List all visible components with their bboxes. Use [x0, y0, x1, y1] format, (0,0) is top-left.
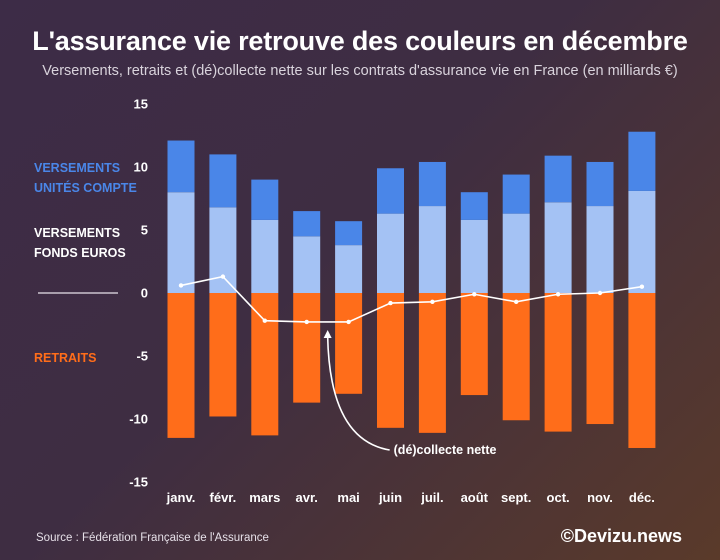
- bar-retraits-0: [167, 293, 195, 438]
- x-tick-label-9: oct.: [547, 490, 570, 505]
- legend-fe-line-1: VERSEMENTS: [34, 226, 121, 240]
- x-tick-label-0: janv.: [166, 490, 196, 505]
- legend-re-line-1: RETRAITS: [34, 351, 97, 365]
- x-tick-label-7: août: [461, 490, 489, 505]
- bar-retraits-9: [544, 293, 572, 432]
- net-point-2: [262, 318, 267, 323]
- bar-retraits-5: [377, 293, 404, 428]
- brand-logo: ©Devizu.news: [560, 526, 682, 546]
- net-point-3: [304, 319, 309, 325]
- chart-title: L'assurance vie retrouve des couleurs en…: [32, 26, 688, 56]
- bar-unites-compte-10: [586, 161, 614, 207]
- bar-retraits-4: [335, 293, 363, 394]
- annotation-arrowhead: [323, 329, 332, 338]
- bar-unites-compte-8: [502, 174, 530, 214]
- bar-fonds-euros-1: [209, 207, 237, 293]
- bar-retraits-11: [628, 293, 656, 448]
- x-tick-label-1: févr.: [210, 490, 237, 505]
- net-point-9: [555, 292, 561, 297]
- bar-fonds-euros-5: [377, 213, 404, 293]
- bar-retraits-10: [586, 293, 614, 425]
- bar-retraits-6: [418, 293, 446, 433]
- legend-versements-fonds-euros: VERSEMENTS FONDS EUROS: [34, 223, 126, 263]
- x-tick-label-2: mars: [249, 490, 280, 505]
- net-point-10: [597, 290, 603, 296]
- y-tick-label-0: 15: [134, 97, 148, 112]
- legend-uc-line-1: VERSEMENTS: [34, 161, 121, 175]
- net-point-7: [472, 292, 477, 297]
- annotation-arrow: [326, 335, 390, 451]
- y-tick-label-5: -10: [129, 412, 148, 427]
- legend-fe-line-2: FONDS EUROS: [34, 246, 126, 260]
- bar-fonds-euros-9: [544, 202, 572, 293]
- net-point-4: [346, 319, 351, 325]
- bar-retraits-8: [502, 293, 530, 421]
- net-point-8: [514, 299, 519, 305]
- bar-unites-compte-11: [628, 131, 656, 191]
- bar-unites-compte-9: [544, 155, 572, 203]
- net-point-5: [388, 300, 393, 306]
- x-tick-label-4: mai: [337, 490, 359, 505]
- net-point-1: [220, 274, 226, 279]
- legend-versements-unites-compte: VERSEMENTS UNITÉS COMPTE: [34, 158, 137, 198]
- bar-fonds-euros-2: [251, 219, 279, 293]
- net-point-6: [430, 299, 435, 305]
- x-tick-label-3: avr.: [295, 490, 317, 505]
- y-tick-label-6: -15: [129, 475, 148, 490]
- bar-retraits-3: [293, 293, 321, 403]
- y-tick-label-1: 10: [134, 160, 148, 175]
- x-tick-label-11: déc.: [629, 490, 655, 505]
- bar-retraits-7: [460, 293, 488, 396]
- bar-fonds-euros-7: [460, 219, 488, 293]
- x-tick-label-8: sept.: [501, 490, 531, 505]
- bar-retraits-2: [251, 293, 279, 436]
- y-tick-label-3: 0: [141, 286, 148, 301]
- net-line: [180, 275, 643, 323]
- bar-retraits-1: [209, 293, 237, 417]
- bar-unites-compte-1: [209, 154, 237, 208]
- source-note: Source : Fédération Française de l'Assur…: [36, 532, 269, 544]
- bar-fonds-euros-3: [293, 236, 321, 293]
- net-point-0: [178, 283, 184, 288]
- net-point-11: [639, 284, 645, 289]
- bar-unites-compte-6: [418, 161, 446, 207]
- bar-unites-compte-4: [335, 221, 363, 246]
- bar-unites-compte-3: [293, 211, 321, 237]
- chart-subtitle: Versements, retraits et (dé)collecte net…: [42, 63, 678, 79]
- bar-unites-compte-2: [251, 179, 279, 220]
- annotation-label: (dé)collecte nette: [394, 443, 497, 457]
- x-tick-label-5: juin: [378, 490, 402, 505]
- y-tick-label-2: 5: [141, 223, 148, 238]
- bar-fonds-euros-6: [418, 206, 446, 293]
- bar-unites-compte-0: [167, 140, 195, 193]
- bar-fonds-euros-10: [586, 206, 614, 293]
- bar-fonds-euros-11: [628, 190, 656, 293]
- bar-fonds-euros-4: [335, 245, 363, 293]
- legend-uc-line-2: UNITÉS COMPTE: [34, 181, 137, 195]
- x-tick-label-6: juil.: [420, 490, 443, 505]
- y-tick-label-4: -5: [136, 349, 148, 364]
- bar-unites-compte-5: [377, 168, 404, 214]
- legend-retraits: RETRAITS: [34, 348, 97, 368]
- bar-unites-compte-7: [460, 192, 488, 220]
- bar-fonds-euros-8: [502, 213, 530, 293]
- bar-fonds-euros-0: [167, 192, 195, 293]
- x-tick-label-10: nov.: [587, 490, 613, 505]
